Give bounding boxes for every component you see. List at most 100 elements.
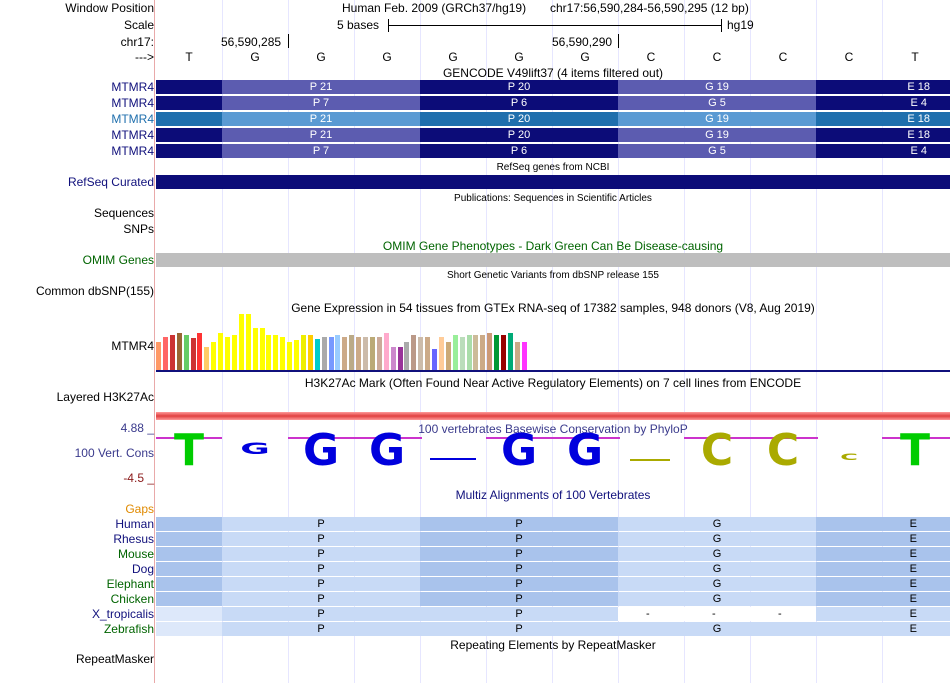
label-mtmr4-5[interactable]: MTMR4 — [111, 144, 154, 158]
gtex-tissue-bar[interactable] — [169, 335, 175, 370]
gtex-tissue-bar[interactable] — [183, 335, 189, 370]
multiz-row-xtropicalis[interactable]: P P - - - E — [156, 607, 950, 621]
gencode-row-1[interactable]: P 21 P 20 G 19 E 18 — [156, 80, 950, 94]
gencode-row-5[interactable]: P 7 P 6 G 5 E 4 — [156, 144, 950, 158]
label-mtmr4-1[interactable]: MTMR4 — [111, 80, 154, 94]
gtex-tissue-bar[interactable] — [321, 337, 327, 370]
label-mtmr4-2[interactable]: MTMR4 — [111, 96, 154, 110]
label-gtex-gene[interactable]: MTMR4 — [111, 339, 154, 353]
gtex-tissue-bar[interactable] — [176, 333, 182, 370]
label-sequences[interactable]: Sequences — [93, 206, 154, 220]
gencode-row-3-selected[interactable]: P 21 P 20 G 19 E 18 — [156, 112, 950, 126]
gtex-tissue-bar[interactable] — [494, 335, 500, 370]
multiz-row-zebrafish[interactable]: P P G E — [156, 622, 950, 636]
gtex-tissue-bar[interactable] — [190, 338, 196, 370]
repeatmasker-track-title[interactable]: Repeating Elements by RepeatMasker — [450, 638, 656, 652]
label-mtmr4-4[interactable]: MTMR4 — [111, 128, 154, 142]
gtex-tissue-bar[interactable] — [376, 337, 382, 370]
gtex-tissue-bar[interactable] — [473, 335, 479, 370]
gencode-track-title[interactable]: GENCODE V49lift37 (4 items filtered out) — [442, 66, 664, 80]
label-species-mouse[interactable]: Mouse — [117, 547, 154, 561]
gtex-tissue-bar[interactable] — [521, 342, 527, 370]
gtex-tissue-bar[interactable] — [349, 335, 355, 370]
label-100-vert-cons[interactable]: 100 Vert. Cons — [74, 446, 154, 460]
gtex-tissue-bar[interactable] — [459, 337, 465, 370]
gtex-tissue-bar[interactable] — [259, 328, 265, 370]
label-snps[interactable]: SNPs — [123, 222, 154, 236]
gtex-tissue-bar[interactable] — [335, 335, 341, 370]
omim-track-title[interactable]: OMIM Gene Phenotypes - Dark Green Can Be… — [382, 239, 724, 253]
label-refseq-curated[interactable]: RefSeq Curated — [67, 175, 154, 189]
gtex-tissue-bar[interactable] — [156, 342, 161, 370]
gencode-row-2[interactable]: P 7 P 6 G 5 E 4 — [156, 96, 950, 110]
gtex-tissue-bar[interactable] — [245, 314, 251, 370]
multiz-row-dog[interactable]: P P G E — [156, 562, 950, 576]
gtex-tissue-bar[interactable] — [487, 333, 493, 370]
dbsnp-track-title[interactable]: Short Genetic Variants from dbSNP releas… — [447, 270, 659, 281]
gtex-tissue-bar[interactable] — [211, 342, 217, 370]
gtex-tissue-bar[interactable] — [369, 337, 375, 370]
gtex-tissue-bar[interactable] — [404, 342, 410, 370]
multiz-row-elephant[interactable]: P P G E — [156, 577, 950, 591]
gtex-tissue-bar[interactable] — [204, 347, 210, 370]
gtex-tissue-bar[interactable] — [501, 335, 506, 370]
label-omim-genes[interactable]: OMIM Genes — [82, 253, 154, 267]
gtex-tissue-bar[interactable] — [383, 333, 389, 370]
gtex-tissue-bar[interactable] — [162, 337, 168, 370]
gtex-tissue-bar[interactable] — [507, 333, 513, 370]
gtex-tissue-bar[interactable] — [218, 333, 224, 370]
multiz-track-title[interactable]: Multiz Alignments of 100 Vertebrates — [455, 488, 651, 502]
gtex-tissue-bar[interactable] — [452, 335, 458, 370]
h3k27ac-signal[interactable] — [156, 412, 950, 420]
gtex-tissue-bar[interactable] — [280, 337, 286, 370]
label-strand-arrow[interactable]: ---> — [135, 50, 154, 64]
label-gaps[interactable]: Gaps — [125, 502, 154, 516]
gtex-tissue-bar[interactable] — [432, 349, 437, 370]
gtex-tissue-bar[interactable] — [480, 335, 486, 370]
gtex-tissue-bar[interactable] — [390, 347, 396, 370]
label-chrom[interactable]: chr17: — [120, 35, 154, 49]
gtex-tissue-bar[interactable] — [363, 337, 368, 370]
gtex-bar-chart[interactable] — [156, 310, 556, 370]
gtex-tissue-bar[interactable] — [356, 337, 362, 370]
gtex-tissue-bar[interactable] — [342, 337, 348, 370]
phylop-track-title[interactable]: 100 vertebrates Basewise Conservation by… — [418, 422, 688, 436]
label-window-position[interactable]: Window Position — [65, 1, 154, 15]
gtex-tissue-bar[interactable] — [287, 342, 293, 370]
label-species-human[interactable]: Human — [115, 517, 154, 531]
label-repeatmasker[interactable]: RepeatMasker — [75, 652, 154, 666]
multiz-row-chicken[interactable]: P P G E — [156, 592, 950, 606]
gtex-tissue-bar[interactable] — [294, 340, 299, 370]
gtex-tissue-bar[interactable] — [514, 342, 520, 370]
gtex-tissue-bar[interactable] — [197, 333, 203, 370]
label-common-dbsnp[interactable]: Common dbSNP(155) — [35, 284, 154, 298]
gtex-tissue-bar[interactable] — [307, 335, 313, 370]
gtex-tissue-bar[interactable] — [425, 337, 431, 370]
gtex-tissue-bar[interactable] — [445, 342, 451, 370]
refseq-track-title[interactable]: RefSeq genes from NCBI — [496, 162, 610, 173]
gtex-tissue-bar[interactable] — [266, 335, 272, 370]
gtex-tissue-bar[interactable] — [411, 335, 417, 370]
multiz-row-mouse[interactable]: P P G E — [156, 547, 950, 561]
gtex-track-title[interactable]: Gene Expression in 54 tissues from GTEx … — [291, 301, 815, 315]
gtex-tissue-bar[interactable] — [438, 337, 444, 370]
label-species-elephant[interactable]: Elephant — [106, 577, 154, 591]
gencode-row-4[interactable]: P 21 P 20 G 19 E 18 — [156, 128, 950, 142]
gtex-tissue-bar[interactable] — [252, 328, 258, 370]
gtex-tissue-bar[interactable] — [466, 335, 472, 370]
publications-track-title[interactable]: Publications: Sequences in Scientific Ar… — [454, 193, 652, 204]
multiz-row-human[interactable]: P P G E — [156, 517, 950, 531]
gtex-tissue-bar[interactable] — [300, 335, 306, 370]
label-mtmr4-3[interactable]: MTMR4 — [111, 112, 154, 126]
omim-gene-bar[interactable] — [156, 253, 950, 267]
h3k27ac-track-title[interactable]: H3K27Ac Mark (Often Found Near Active Re… — [304, 376, 802, 390]
gtex-tissue-bar[interactable] — [397, 347, 403, 370]
label-layered-h3k27ac[interactable]: Layered H3K27Ac — [56, 390, 154, 404]
gtex-tissue-bar[interactable] — [418, 337, 424, 370]
gtex-tissue-bar[interactable] — [225, 337, 230, 370]
label-scale[interactable]: Scale — [123, 18, 154, 32]
label-species-chicken[interactable]: Chicken — [110, 592, 154, 606]
label-species-zebrafish[interactable]: Zebrafish — [103, 622, 154, 636]
gtex-tissue-bar[interactable] — [273, 335, 279, 370]
refseq-gene-bar[interactable] — [156, 175, 950, 189]
